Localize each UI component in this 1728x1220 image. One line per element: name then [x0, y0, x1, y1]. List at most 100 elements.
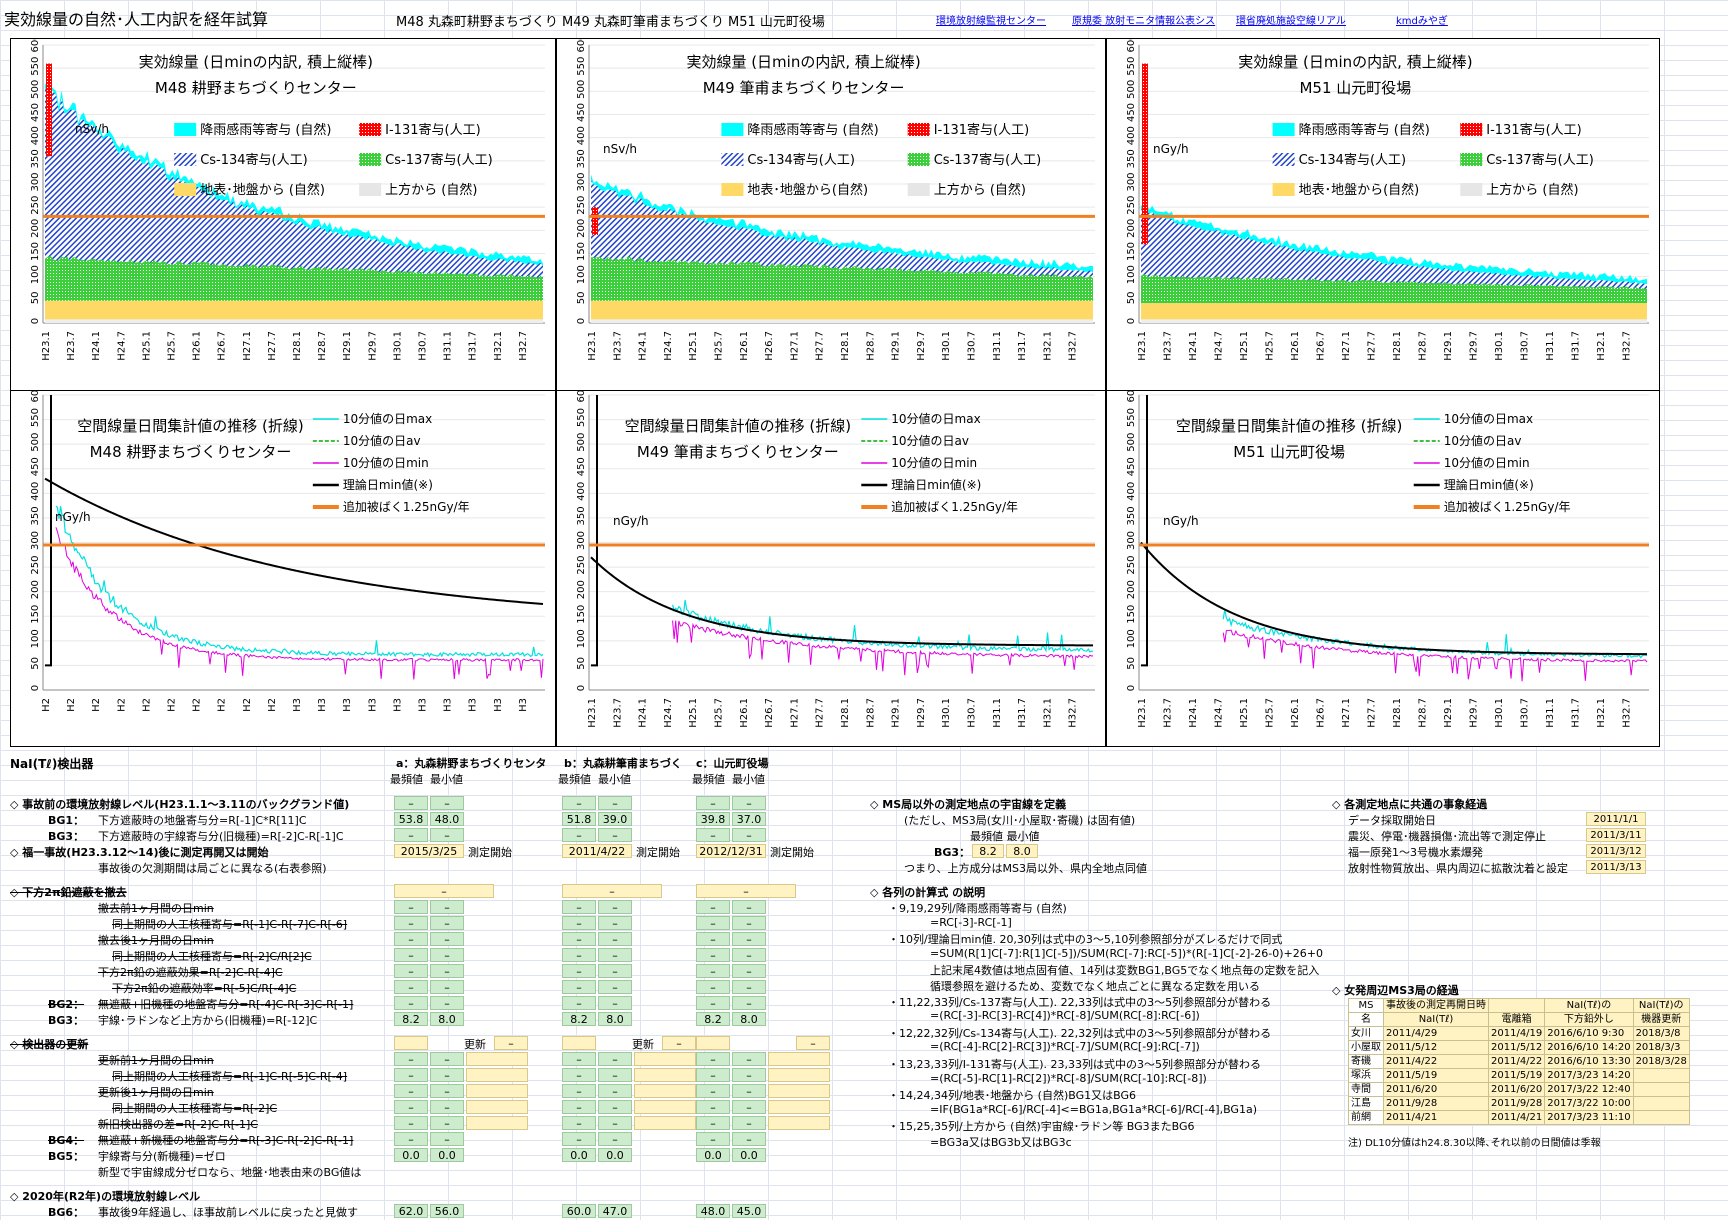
shield-row-label: 同上期間の人工核種寄与=R[-2]C/R[2]C — [112, 950, 312, 963]
x-tick-label: H25.7 — [1265, 331, 1276, 361]
y-tick-label: 200 — [30, 580, 41, 599]
legend-swatch — [907, 123, 930, 136]
bg3b-text: 宇線･ラドンなど上方から(旧機種)=R[-12]C — [98, 1014, 318, 1027]
legend-swatch — [359, 123, 382, 136]
x-tick-label: H2 — [91, 698, 102, 712]
bg5-value: 0.0 — [394, 1148, 428, 1162]
link-monitoring-center[interactable]: 環境放射線監視センター — [936, 16, 1046, 27]
update-row-value: – — [394, 1084, 428, 1098]
legend-swatch — [1460, 183, 1483, 196]
x-tick-label: H28.7 — [317, 331, 328, 361]
x-tick-label: H3 — [292, 698, 303, 712]
x-tick-label: H25.7 — [1265, 698, 1276, 728]
y-tick-label: 450 — [30, 103, 41, 122]
x-tick-label: H3 — [493, 698, 504, 712]
x-tick-label: H25.1 — [688, 331, 699, 361]
series-daily-min — [1222, 629, 1648, 682]
series-daily-min — [55, 527, 544, 680]
y-tick-label: 150 — [1126, 605, 1137, 624]
y-tick-label: 350 — [576, 506, 587, 525]
shield-row-value: – — [430, 980, 464, 994]
formula-line: ・10列/理論日min値. 20,30列は式中の3～5,10列参照部分がズレるだ… — [888, 933, 1283, 947]
update-row-value: – — [598, 1084, 632, 1098]
placeholder-cell: – — [394, 884, 494, 898]
y-tick-label: 0 — [30, 685, 41, 691]
link-nra-monitoring[interactable]: 原規委 放射モニタ情報公表シス — [1072, 16, 1216, 27]
legend-label: Cs-137寄与(人工) — [1486, 152, 1594, 168]
shield-row-label: 同上期間の人工核種寄与=R[-1]C-R[-7]C-R[-6] — [112, 918, 348, 931]
bg3-value: – — [598, 828, 632, 842]
shield-row-value: – — [394, 916, 428, 930]
formula-line: =IF(BG1a*RC[-6]/RC[-4]<=BG1a,BG1a*RC[-6]… — [930, 1102, 1257, 1116]
ms-table-cell: 2011/9/28 — [1487, 1096, 1546, 1111]
x-tick-label: H26.1 — [739, 698, 750, 728]
cosmic-colhead: 最頻値 最小値 — [970, 830, 1040, 843]
shield-row-value: – — [394, 948, 428, 962]
link-moe-realtime[interactable]: 環省廃処施設空線リアル — [1236, 16, 1346, 27]
link-kmd-miyagi[interactable]: kmdみやぎ — [1396, 16, 1448, 27]
shield-row-value: – — [598, 900, 632, 914]
y-tick-label: 500 — [30, 433, 41, 452]
cosmic-note2: つまり、上方成分はMS3局以外、県内全地点同値 — [904, 862, 1148, 875]
x-tick-label: H31.1 — [992, 698, 1003, 728]
series-theory-min — [590, 556, 1094, 647]
legend-swatch — [907, 153, 930, 166]
x-tick-label: H2 — [217, 698, 228, 712]
ms-table-cell — [1487, 998, 1546, 1013]
ms-table-cell: 2011/4/22 — [1487, 1054, 1546, 1069]
placeholder-cell — [768, 1100, 830, 1114]
bg3b-value: 8.0 — [430, 1012, 464, 1026]
x-tick-label: H32.7 — [518, 331, 529, 361]
legend-label: 10分値の日av — [1444, 433, 1522, 448]
i131-spike — [592, 207, 598, 235]
y-tick-label: 150 — [30, 605, 41, 624]
placeholder-cell — [562, 1036, 596, 1050]
bg4-value: – — [598, 1132, 632, 1146]
update-row-label: 更新後1ヶ月間の日min — [98, 1086, 214, 1099]
formula-line: ・11,22,33列/Cs-137寄与(人工). 22,33列は式中の3～5列参… — [888, 995, 1272, 1009]
placeholder-cell — [634, 1068, 696, 1082]
start-date: 2011/4/22 — [562, 844, 632, 858]
x-tick-label: H28.1 — [1392, 698, 1403, 728]
bg5-note: 新型で宇宙線成分ゼロなら、地盤･地表由来のBG値は — [98, 1166, 362, 1179]
bg2-value: – — [562, 996, 596, 1010]
x-tick-label: H23.7 — [612, 331, 623, 361]
formula-line: ・13,23,33列/I-131寄与(人工). 23,33列は式中の3～5列参照… — [888, 1058, 1261, 1071]
x-tick-label: H29.7 — [1469, 331, 1480, 361]
ms-table-cell: 2011/6/20 — [1383, 1082, 1489, 1097]
ms3-station-table: MS 事故後の測定再開日時 NaI(Tℓ)の NaI(Tℓ)の名 NaI(Tℓ) 電離箱下… — [1348, 998, 1690, 1125]
y-tick-label: 400 — [1126, 126, 1137, 145]
page-title: 実効線量の自然･人工内訳を経年試算 — [4, 10, 269, 29]
x-tick-label: H27.7 — [815, 698, 826, 728]
shield-row-value: – — [696, 964, 730, 978]
update-row-value: – — [696, 1084, 730, 1098]
bg6-value: 45.0 — [732, 1204, 766, 1218]
y-tick-label: 100 — [30, 265, 41, 284]
bg1-value: 51.8 — [562, 812, 596, 826]
chart-title: 実効線量 (日minの内訳, 積上縦棒) — [686, 53, 920, 71]
y-tick-label: 0 — [1126, 318, 1137, 324]
ms-table-cell: 2018/3/28 — [1632, 1054, 1690, 1069]
dl-note: 注) DL10分値はh24.8.30以降､それ以前の日間値は季報 — [1348, 1138, 1601, 1149]
pre-accident-step — [591, 395, 598, 667]
shield-row-value: – — [394, 964, 428, 978]
y-tick-label: 500 — [1126, 433, 1137, 452]
shield-row-value: – — [696, 916, 730, 930]
bg1-value: 39.0 — [598, 812, 632, 826]
update-row-value: – — [732, 1068, 766, 1082]
legend-swatch — [359, 183, 382, 196]
x-tick-label: H31.7 — [1571, 698, 1582, 728]
x-tick-label: H29.7 — [916, 698, 927, 728]
formula-line: 上記末尾4数値は地点固有値、14列は変数BG1,BG5でなく地点毎の定数を記入 — [930, 964, 1320, 978]
legend-label: 追加被ばく1.25nGy/年 — [343, 499, 470, 514]
shield-row-value: – — [696, 948, 730, 962]
shield-row-value: – — [430, 916, 464, 930]
legend-swatch — [907, 183, 930, 196]
x-tick-label: H26.7 — [217, 331, 228, 361]
col-min-a: 最小値 — [430, 773, 463, 786]
pre-accident-step — [1141, 395, 1148, 667]
placeholder-cell — [634, 1100, 696, 1114]
x-tick-label: H32.1 — [1596, 331, 1607, 361]
x-tick-label: H2 — [242, 698, 253, 712]
x-tick-label: H3 — [367, 698, 378, 712]
